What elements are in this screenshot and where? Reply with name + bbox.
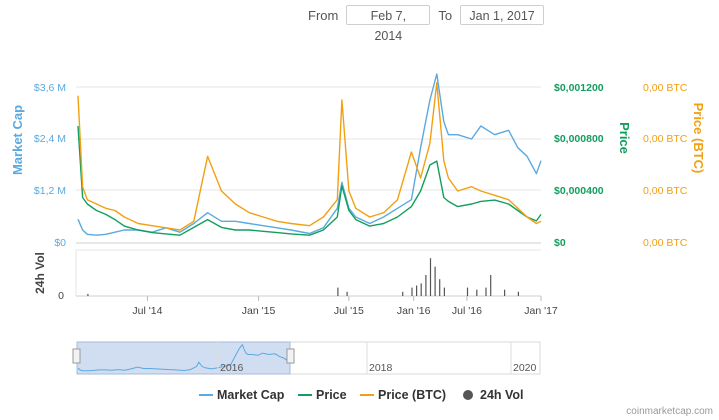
vol-bar <box>476 289 478 296</box>
svg-text:24h Vol: 24h Vol <box>480 388 524 402</box>
credit-text: coinmarketcap.com <box>626 406 713 417</box>
vol-bar <box>411 287 413 296</box>
vol-bar <box>87 293 89 296</box>
vol-bar <box>439 279 441 296</box>
legend-item-price[interactable]: Price <box>298 388 347 402</box>
x-tick-label: Jul '14 <box>132 305 162 317</box>
legend-item-market-cap[interactable]: Market Cap <box>199 388 285 402</box>
mc-tick-2: $2,4 M <box>34 133 66 145</box>
vol-bar <box>504 289 506 296</box>
x-tick-label: Jan '16 <box>397 305 431 317</box>
navigator-tick-label: 2020 <box>513 362 537 374</box>
series-line-price <box>77 125 542 236</box>
vol-bar <box>466 287 469 296</box>
svg-text:Price: Price <box>316 388 347 402</box>
btc-tick-1: 0,00 BTC <box>643 185 688 197</box>
vol-bar <box>517 291 519 296</box>
svg-text:Price (BTC): Price (BTC) <box>378 388 446 402</box>
vol-bar <box>416 285 418 296</box>
vol-bar <box>429 258 432 296</box>
vol-bar <box>402 291 404 296</box>
price-tick-2: $0,000800 <box>554 133 604 145</box>
vol-bar <box>490 275 492 296</box>
navigator-tick-label: 2016 <box>220 362 244 374</box>
navigator-handle-right[interactable] <box>286 348 295 364</box>
mc-tick-0: $0 <box>54 237 66 249</box>
x-tick-label: Jan '17 <box>524 305 558 317</box>
navigator-selection[interactable] <box>76 341 291 375</box>
legend-item-24h-vol[interactable]: 24h Vol <box>463 388 524 402</box>
btc-tick-3: 0,00 BTC <box>643 82 688 94</box>
vol-bar <box>485 287 487 296</box>
vol-bar <box>420 283 422 296</box>
series-line-price-btc <box>77 82 542 231</box>
vol-bar <box>425 275 427 296</box>
x-tick-label: Jul '16 <box>452 305 482 317</box>
price-axis-title: Price <box>617 122 632 154</box>
x-tick-label: Jan '15 <box>242 305 276 317</box>
svg-text:Market Cap: Market Cap <box>217 388 285 402</box>
from-label: From <box>308 7 339 23</box>
price-btc-axis-title: Price (BTC) <box>691 103 706 174</box>
navigator-handle-left[interactable] <box>72 348 81 364</box>
series-line-market-cap <box>77 73 542 236</box>
btc-tick-0: 0,00 BTC <box>643 237 688 249</box>
vol-bar <box>337 287 339 296</box>
to-date-input[interactable]: Jan 1, 2017 <box>460 5 545 25</box>
mc-tick-3: $3,6 M <box>34 82 66 94</box>
price-tick-0: $0 <box>554 237 566 249</box>
navigator-line <box>77 343 291 372</box>
market-cap-axis-title: Market Cap <box>10 105 25 175</box>
mc-tick-1: $1,2 M <box>34 185 66 197</box>
vol-bar <box>346 291 348 296</box>
date-range-bar: From Feb 7, 2014 To Jan 1, 2017 <box>300 4 545 43</box>
navigator-tick-label: 2018 <box>369 362 393 374</box>
x-tick-label: Jul '15 <box>334 305 364 317</box>
to-label: To <box>438 7 453 23</box>
from-date-input[interactable]: Feb 7, 2014 <box>346 5 431 43</box>
btc-tick-2: 0,00 BTC <box>643 133 688 145</box>
vol-axis-title: 24h Vol <box>33 252 47 294</box>
vol-bar <box>443 287 445 296</box>
price-tick-1: $0,000400 <box>554 185 604 197</box>
vol-tick-0: 0 <box>58 290 64 302</box>
legend-item-price-btc[interactable]: Price (BTC) <box>360 388 446 402</box>
vol-bar <box>434 266 436 296</box>
price-tick-3: $0,001200 <box>554 82 604 94</box>
